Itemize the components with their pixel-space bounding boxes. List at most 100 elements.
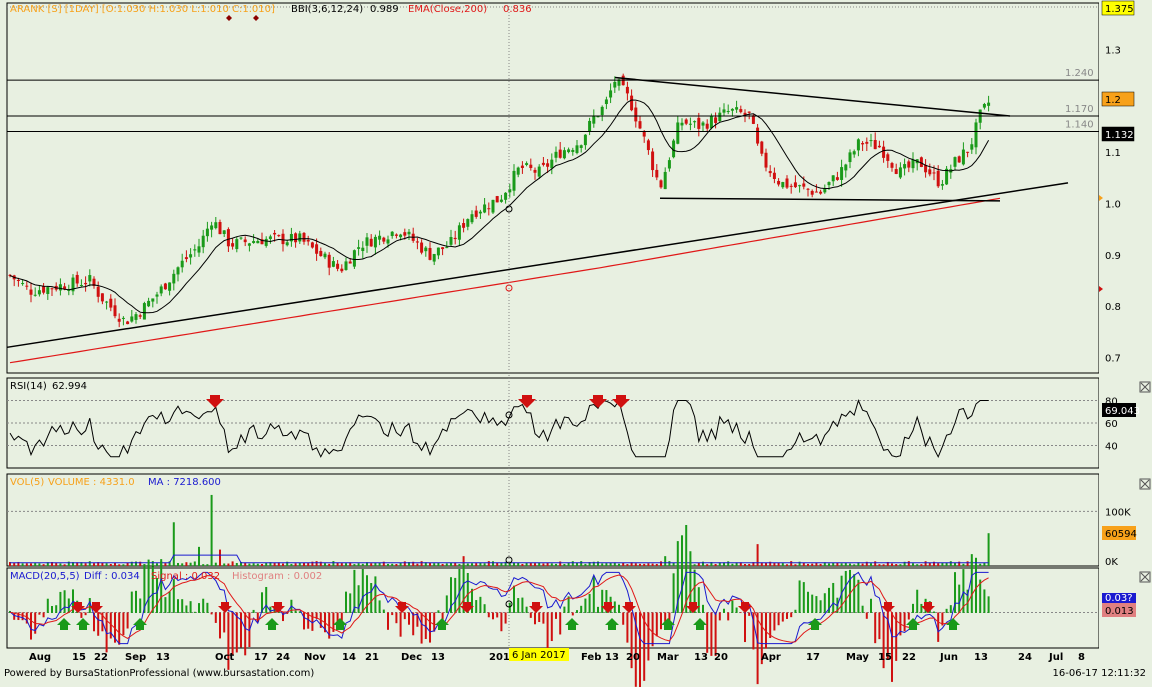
volume-bar <box>324 563 326 566</box>
candle-body <box>903 164 907 169</box>
candle-body <box>630 95 634 111</box>
candle-body <box>588 120 592 132</box>
volume-bar <box>206 564 209 566</box>
volume-bar <box>240 561 242 566</box>
candle-body <box>88 275 92 282</box>
macd-badge-a: 0.03? <box>1105 593 1133 604</box>
volume-bar <box>777 562 780 566</box>
volume-ma-line <box>10 554 989 564</box>
volume-bar <box>63 564 66 566</box>
candle-body <box>688 123 692 125</box>
macd-hist-bar <box>756 612 759 685</box>
macd-hist-bar <box>819 600 822 613</box>
candle-body <box>134 314 138 320</box>
volume-bar <box>231 561 234 566</box>
macd-histogram-text: Histogram : 0.002 <box>232 571 322 582</box>
macd-hist-bar <box>147 559 150 613</box>
volume-bar <box>496 562 499 566</box>
macd-hist-bar <box>933 611 935 613</box>
volume-bar <box>811 563 814 566</box>
rsi-line <box>9 399 989 458</box>
candle-body <box>831 175 835 182</box>
volume-bar <box>353 564 356 566</box>
candle-body <box>138 315 142 317</box>
macd-hist-bar <box>664 612 667 625</box>
candle-body <box>306 239 310 242</box>
macd-hist-bar <box>786 612 788 619</box>
price-tick-5: 0.8 <box>1105 302 1121 313</box>
volume-bar <box>807 563 809 566</box>
macd-buy-arrow-10 <box>808 618 822 630</box>
macd-hist-bar <box>622 612 625 625</box>
candle-body <box>33 294 37 296</box>
candle-body <box>751 115 755 124</box>
x-tick-3: Sep <box>125 652 146 663</box>
macd-hist-bar <box>945 608 948 613</box>
volume-bar <box>429 562 431 566</box>
macd-hist-bar <box>794 609 797 613</box>
macd-hist-bar <box>475 600 478 613</box>
macd-hist-bar <box>731 600 734 613</box>
candle-body <box>63 286 67 290</box>
macd-hist-bar <box>67 598 70 613</box>
volume-bar <box>534 563 536 566</box>
macd-hist-bar <box>458 569 461 613</box>
candle-body <box>117 318 121 322</box>
macd-hist-bar <box>395 612 398 624</box>
volume-bars <box>9 494 990 566</box>
macd-hist-bar <box>739 612 742 614</box>
macd-hist-bar <box>93 612 95 632</box>
volume-bar <box>424 562 427 566</box>
volume-bar <box>954 562 956 566</box>
candle-body <box>663 171 667 190</box>
candle-body <box>840 167 844 180</box>
volume-bar <box>794 564 797 566</box>
macd-hist-bar <box>265 586 268 613</box>
rsi-cursor-marker <box>505 411 513 419</box>
diamond-marker-2 <box>253 15 259 21</box>
volume-bar <box>609 562 612 566</box>
volume-bar <box>357 563 360 566</box>
x-tick-6: 17 <box>254 652 268 663</box>
macd-hist-bar <box>181 599 184 613</box>
volume-bar <box>441 563 444 566</box>
footer-powered-by: Powered by BursaStationProfessional (www… <box>4 668 315 679</box>
x-tick-23: 15 <box>878 652 892 663</box>
macd-histogram <box>9 524 990 687</box>
price-tick-0: 1.3 <box>1105 45 1121 56</box>
candle-body <box>365 237 369 246</box>
volume-bar <box>592 561 595 566</box>
macd-hist-bar <box>718 612 721 621</box>
candle-body <box>247 243 251 246</box>
candle-body <box>474 210 478 217</box>
candle-body <box>168 282 172 291</box>
volume-bar <box>769 561 772 566</box>
macd-hist-bar <box>907 612 910 620</box>
candle-body <box>302 232 306 242</box>
price-top-badge: 1.375 <box>1105 4 1134 15</box>
candle-body <box>772 172 776 179</box>
candle-body <box>861 143 865 145</box>
macd-hist-bar <box>508 602 511 613</box>
volume-bar <box>458 563 461 566</box>
volume-bar <box>987 533 990 566</box>
candle-body <box>554 151 558 158</box>
candle-body <box>298 233 302 242</box>
macd-hist-bar <box>51 606 53 613</box>
candle-body <box>96 286 100 297</box>
macd-hist-bar <box>849 569 851 613</box>
macd-buy-arrow-2 <box>133 618 147 630</box>
volume-bar <box>25 563 28 566</box>
macd-sell-arrow-0 <box>71 602 85 613</box>
macd-hist-bar <box>588 593 591 613</box>
price-close-badge-bg <box>1101 126 1135 142</box>
candle-body <box>739 109 743 113</box>
candle-body <box>907 161 911 168</box>
x-tick-29: 8 <box>1078 652 1085 663</box>
volume-bar <box>815 562 818 566</box>
candle-body <box>680 122 684 126</box>
candle-body <box>264 238 268 246</box>
volume-bar <box>668 561 671 566</box>
macd-sell-arrow-3 <box>271 602 285 613</box>
